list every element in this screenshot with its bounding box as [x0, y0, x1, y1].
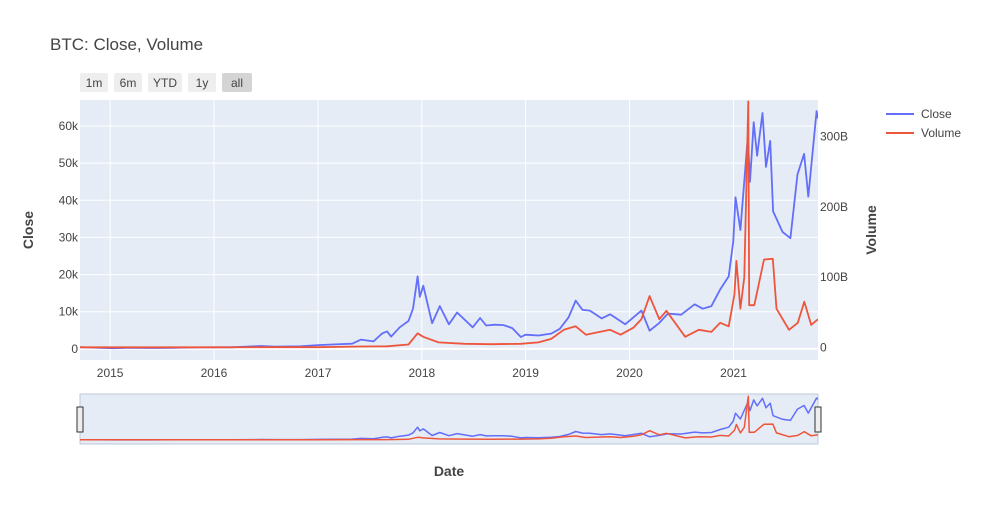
series-line-volume	[80, 100, 818, 349]
y-tick-label: 50k	[59, 156, 79, 170]
y2-axis-title: Volume	[863, 205, 879, 255]
legend-label: Volume	[921, 126, 961, 140]
range-button-1m[interactable]: 1m	[80, 73, 108, 92]
range-button-6m[interactable]: 6m	[114, 73, 142, 92]
legend-item-volume[interactable]: Volume	[886, 126, 961, 140]
x-tick-label: 2020	[616, 366, 643, 380]
x-tick-label: 2021	[720, 366, 747, 380]
legend-item-close[interactable]: Close	[886, 107, 952, 121]
y2-tick-label: 100B	[820, 270, 848, 284]
y-tick-label: 40k	[59, 193, 79, 207]
range-slider-series	[80, 395, 818, 441]
range-slider-left-handle[interactable]	[76, 406, 84, 433]
x-axis-title: Date	[434, 463, 465, 479]
x-tick-label: 2015	[97, 366, 124, 380]
y-tick-label: 10k	[59, 305, 79, 319]
x-tick-label: 2017	[305, 366, 332, 380]
y-tick-label: 20k	[59, 268, 79, 282]
range-button-label: 6m	[120, 76, 137, 90]
x-tick-label: 2018	[408, 366, 435, 380]
plot-area	[80, 100, 818, 360]
series-line-close	[80, 110, 818, 350]
range-button-label: YTD	[153, 76, 177, 90]
y-axis-ticks: 0 10k 20k 30k 40k 50k 60k	[59, 119, 79, 356]
range-button-label: 1y	[196, 76, 209, 90]
range-button-all[interactable]: all	[222, 73, 252, 92]
y-tick-label: 0	[71, 342, 78, 356]
series-layer	[80, 100, 818, 350]
y-axis-title: Close	[20, 211, 36, 249]
slider-line-volume	[80, 395, 818, 441]
y2-axis-ticks: 0 100B 200B 300B	[820, 130, 848, 355]
x-gridlines	[109, 100, 735, 360]
x-axis-ticks: 2015 2016 2017 2018 2019 2020 2021	[97, 366, 747, 380]
range-button-ytd[interactable]: YTD	[148, 73, 182, 92]
y2-tick-label: 0	[820, 340, 827, 354]
y2-tick-label: 300B	[820, 130, 848, 144]
legend-label: Close	[921, 107, 952, 121]
range-slider-right-handle[interactable]	[814, 406, 822, 433]
legend[interactable]: Close Volume	[886, 107, 961, 140]
y2-tick-label: 200B	[820, 200, 848, 214]
y-gridlines	[80, 125, 818, 350]
range-selector: 1m 6m YTD 1y all	[80, 73, 252, 92]
y-tick-label: 30k	[59, 230, 79, 244]
y-tick-label: 60k	[59, 119, 79, 133]
x-tick-label: 2016	[201, 366, 228, 380]
range-button-1y[interactable]: 1y	[188, 73, 216, 92]
x-tick-label: 2019	[512, 366, 539, 380]
range-button-label: all	[231, 76, 243, 90]
chart-title: BTC: Close, Volume	[50, 35, 203, 54]
range-button-label: 1m	[86, 76, 103, 90]
